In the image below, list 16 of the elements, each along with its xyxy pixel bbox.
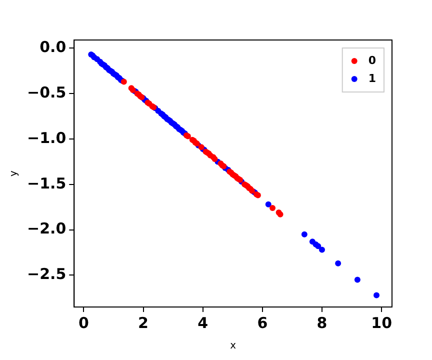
y-tick-label: −2.0 bbox=[27, 220, 66, 238]
y-tick-label: −1.5 bbox=[27, 174, 66, 192]
y-tick-label: −1.0 bbox=[27, 128, 66, 147]
x-tick-label: 8 bbox=[316, 314, 328, 332]
y-tick-label: −0.5 bbox=[27, 83, 66, 102]
legend-label: 0 bbox=[368, 54, 376, 67]
x-axis-title: x bbox=[230, 340, 236, 352]
x-tick-label: 2 bbox=[138, 314, 148, 332]
x-tick-label: 0 bbox=[78, 314, 89, 332]
x-tick-label: 4 bbox=[198, 314, 208, 332]
x-tick-label: 6 bbox=[257, 314, 268, 332]
legend-label: 1 bbox=[368, 72, 376, 85]
y-tick-label: −2.5 bbox=[27, 265, 66, 284]
y-tick-label: 0.0 bbox=[40, 38, 66, 56]
x-tick-label: 10 bbox=[371, 314, 392, 332]
y-axis-title: y bbox=[8, 170, 20, 176]
